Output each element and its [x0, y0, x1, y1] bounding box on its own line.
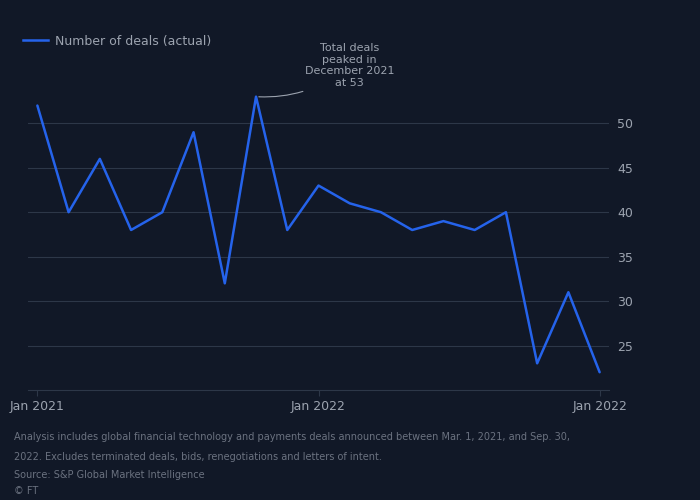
Legend: Number of deals (actual): Number of deals (actual) [22, 34, 211, 48]
Text: © FT: © FT [14, 486, 38, 496]
Text: Source: S&P Global Market Intelligence: Source: S&P Global Market Intelligence [14, 470, 204, 480]
Text: Analysis includes global financial technology and payments deals announced betwe: Analysis includes global financial techn… [14, 432, 570, 442]
Text: 2022. Excludes terminated deals, bids, renegotiations and letters of intent.: 2022. Excludes terminated deals, bids, r… [14, 452, 382, 462]
Text: Total deals
peaked in
December 2021
at 53: Total deals peaked in December 2021 at 5… [259, 43, 395, 97]
